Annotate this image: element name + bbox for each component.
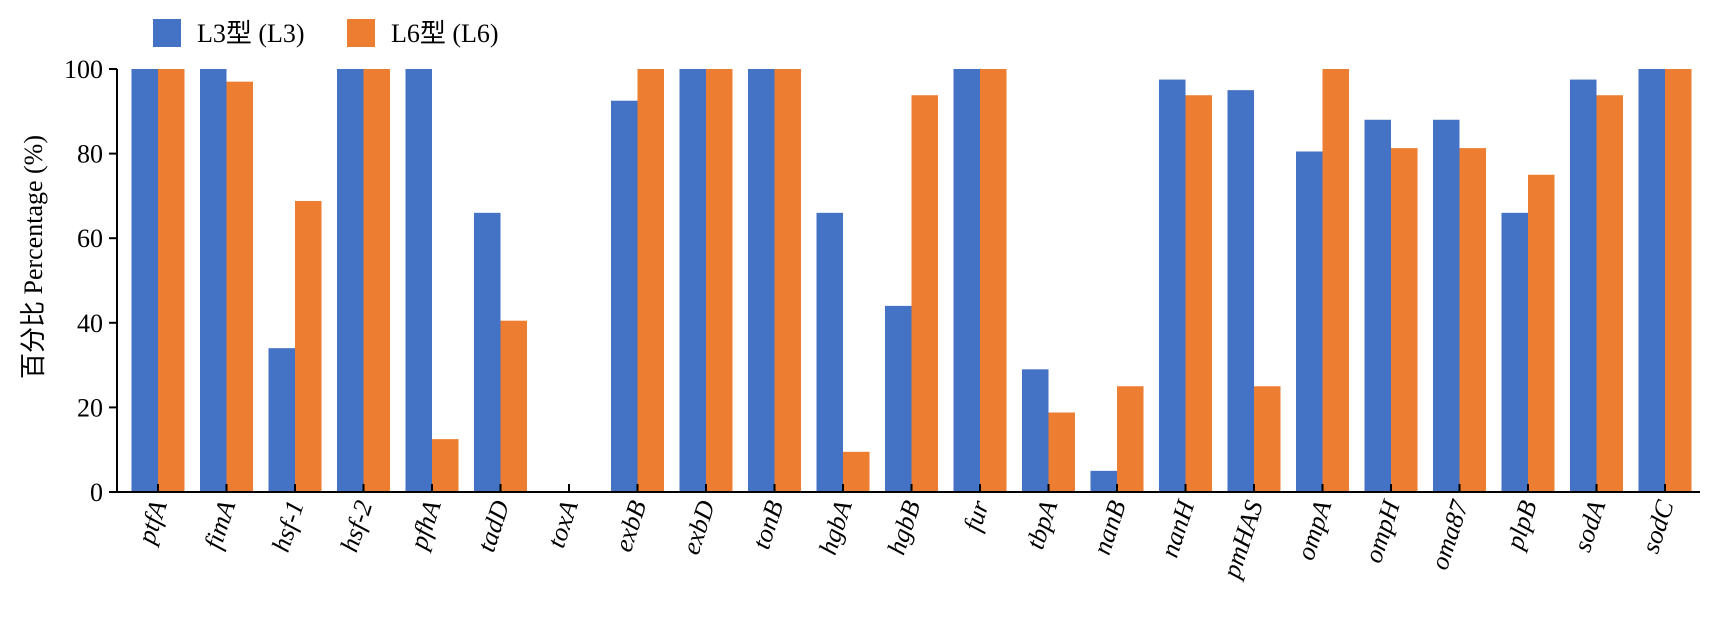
category-label-hsf-2: hsf-2 bbox=[335, 497, 379, 555]
category-label-nanB: nanB bbox=[1087, 497, 1132, 558]
y-tick-label: 80 bbox=[77, 140, 103, 169]
y-ticks-group: 0 20 40 60 80 100 bbox=[64, 55, 117, 507]
bar-pfhA-l6 bbox=[432, 439, 459, 493]
bar-nanH-l3 bbox=[1159, 79, 1186, 492]
bar-ptfA-l3 bbox=[131, 69, 158, 492]
legend-label-l6: L6型 (L6) bbox=[391, 19, 499, 48]
bar-tadD-l6 bbox=[500, 320, 527, 492]
category-label-fur: fur bbox=[958, 496, 995, 535]
bar-oma87-l3 bbox=[1433, 119, 1460, 492]
category-label-hgbA: hgbA bbox=[813, 497, 858, 558]
bar-plpB-l3 bbox=[1501, 212, 1528, 492]
bar-sodA-l6 bbox=[1596, 95, 1623, 492]
legend-label-l3: L3型 (L3) bbox=[197, 19, 305, 48]
bar-pmHAS-l6 bbox=[1254, 386, 1281, 492]
category-label-hsf-1: hsf-1 bbox=[266, 497, 310, 555]
category-label-exbD: exbD bbox=[676, 497, 721, 558]
bar-fimA-l6 bbox=[226, 81, 253, 492]
category-label-hgbB: hgbB bbox=[882, 497, 927, 558]
bar-tbpA-l3 bbox=[1022, 369, 1049, 492]
bar-ompH-l6 bbox=[1391, 148, 1418, 492]
category-label-ptfA: ptfA bbox=[131, 497, 173, 549]
bar-ompA-l3 bbox=[1296, 151, 1323, 493]
bar-ompA-l6 bbox=[1322, 69, 1349, 492]
bar-hgbB-l6 bbox=[911, 95, 938, 492]
bar-tadD-l3 bbox=[474, 212, 501, 492]
bar-hgbA-l6 bbox=[843, 451, 870, 492]
bar-fur-l6 bbox=[980, 69, 1007, 492]
bar-sodC-l3 bbox=[1638, 69, 1665, 492]
y-tick-label: 0 bbox=[90, 478, 103, 507]
bar-plpB-l6 bbox=[1528, 174, 1555, 492]
bar-hgbB-l3 bbox=[885, 305, 912, 492]
category-label-sodA: sodA bbox=[1568, 497, 1612, 556]
bar-tbpA-l6 bbox=[1048, 412, 1075, 492]
bar-ptfA-l6 bbox=[158, 69, 185, 492]
bar-exbB-l3 bbox=[611, 100, 638, 492]
y-tick-label: 60 bbox=[77, 224, 103, 253]
bar-sodA-l3 bbox=[1570, 79, 1597, 492]
category-label-oma87: oma87 bbox=[1425, 496, 1475, 573]
category-label-ompA: ompA bbox=[1291, 497, 1337, 564]
y-tick-label: 100 bbox=[64, 55, 103, 84]
y-tick-label: 40 bbox=[77, 309, 103, 338]
legend: L3型 (L3) L6型 (L6) bbox=[153, 19, 499, 48]
bar-exbD-l6 bbox=[706, 69, 733, 492]
bar-nanB-l3 bbox=[1090, 470, 1117, 492]
category-label-fimA: fimA bbox=[198, 497, 241, 553]
bar-exbD-l3 bbox=[679, 69, 706, 492]
bar-tonB-l6 bbox=[774, 69, 801, 492]
category-label-pfhA: pfhA bbox=[403, 497, 446, 555]
bar-nanH-l6 bbox=[1185, 95, 1212, 492]
bar-hsf-2-l6 bbox=[363, 69, 390, 492]
bar-tonB-l3 bbox=[748, 69, 775, 492]
category-label-pmHAS: pmHAS bbox=[1216, 497, 1269, 583]
y-tick-label: 20 bbox=[77, 393, 103, 422]
category-label-exbB: exbB bbox=[609, 497, 653, 555]
bar-fimA-l3 bbox=[200, 69, 227, 492]
bar-exbB-l6 bbox=[637, 69, 664, 492]
category-label-nanH: nanH bbox=[1155, 496, 1201, 561]
bar-pmHAS-l3 bbox=[1227, 90, 1254, 493]
bars-group bbox=[131, 69, 1692, 493]
bar-sodC-l6 bbox=[1665, 69, 1692, 492]
y-axis-title: 百分比 Percentage (%) bbox=[19, 135, 48, 379]
category-label-sodC: sodC bbox=[1636, 496, 1680, 556]
bar-hsf-1-l3 bbox=[268, 348, 295, 492]
bar-fur-l3 bbox=[953, 69, 980, 492]
bar-pfhA-l3 bbox=[405, 69, 432, 492]
bar-hsf-2-l3 bbox=[337, 69, 364, 492]
bar-hgbA-l3 bbox=[816, 212, 843, 492]
category-label-tbpA: tbpA bbox=[1020, 497, 1063, 553]
category-label-tonB: tonB bbox=[746, 497, 789, 553]
legend-swatch-l3 bbox=[153, 19, 181, 47]
bar-oma87-l6 bbox=[1459, 148, 1486, 492]
category-label-ompH: ompH bbox=[1358, 496, 1406, 567]
bar-hsf-1-l6 bbox=[295, 200, 322, 493]
bar-nanB-l6 bbox=[1117, 386, 1144, 492]
category-label-plpB: plpB bbox=[1499, 497, 1542, 555]
category-label-tadD: tadD bbox=[472, 497, 516, 556]
axes-group bbox=[116, 69, 1700, 493]
bar-ompH-l3 bbox=[1364, 119, 1391, 492]
category-label-toxA: toxA bbox=[541, 497, 583, 551]
legend-swatch-l6 bbox=[347, 19, 375, 47]
x-ticks-group: ptfA fimA hsf-1 hsf-2 pfhA tadD toxA exbB exbD to… bbox=[131, 484, 1680, 583]
